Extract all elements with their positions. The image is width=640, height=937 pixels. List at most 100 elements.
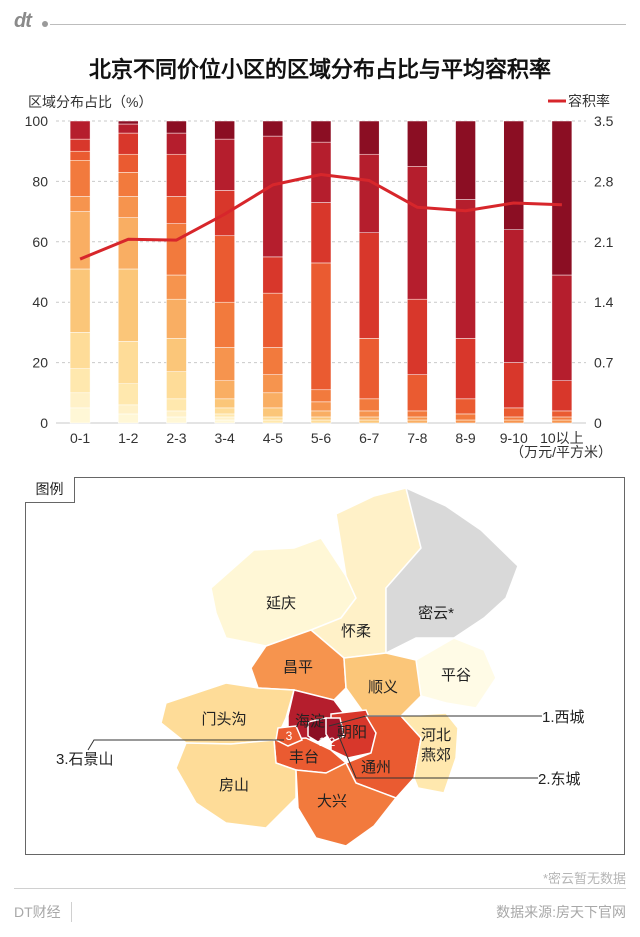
y2-tick-label: 1.4	[594, 294, 614, 310]
bar-segment	[310, 141, 332, 203]
bar-segment	[503, 416, 524, 421]
bar-segment	[358, 410, 380, 418]
bar-segment	[118, 383, 139, 406]
bar-segment	[455, 120, 476, 200]
bar-segment	[214, 398, 235, 409]
legend-tab: 图例	[25, 477, 75, 503]
bar-segment	[358, 120, 380, 155]
bar-segment	[69, 160, 91, 197]
map-frame	[25, 477, 625, 855]
bar-segment	[166, 132, 187, 155]
x-tick-label: 8-9	[455, 430, 475, 446]
bar-segment	[166, 398, 187, 412]
bar-segment	[69, 268, 91, 333]
bar-segment	[118, 413, 139, 424]
bar-segment	[455, 338, 476, 400]
bar-segment	[166, 153, 187, 197]
bar-segment	[214, 416, 235, 421]
bar-segment	[69, 392, 91, 409]
label-fengtai: 丰台	[289, 749, 319, 766]
bar-segment	[310, 389, 332, 403]
bar-segment	[214, 347, 235, 381]
bar-segment	[166, 274, 187, 300]
x-tick-label: 2-3	[166, 430, 186, 446]
y2-tick-label: 0.7	[594, 355, 614, 371]
label-pinggu: 平谷	[441, 667, 471, 684]
bar-segment	[551, 380, 573, 412]
bar-segment	[69, 196, 91, 212]
district-hebei	[399, 712, 459, 794]
bar-segment	[455, 199, 476, 339]
label-huairou: 怀柔	[341, 623, 371, 640]
label-shunyi: 顺义	[368, 679, 398, 696]
brand-name: DT财经	[14, 902, 72, 922]
x-tick-label: 9-10	[500, 430, 528, 446]
label-miyun: 密云*	[418, 605, 454, 622]
data-source: 数据来源:房天下官网	[496, 904, 626, 920]
bar-segment	[310, 120, 332, 143]
district-miyun	[385, 486, 519, 655]
label-mentougou: 门头沟	[201, 711, 246, 728]
bar-segment	[166, 298, 187, 339]
bar-segment	[358, 416, 380, 421]
x-tick-label: 5-6	[311, 430, 331, 446]
bar-segment	[407, 298, 428, 375]
x-tick-label: 1-2	[118, 430, 138, 446]
bar-segment	[358, 338, 380, 400]
bar-segment	[503, 362, 524, 409]
bar-segment	[358, 153, 380, 233]
bar-segment	[69, 138, 91, 152]
bar-segment	[262, 374, 284, 394]
plot-ratio-line	[79, 172, 562, 261]
bar-segment	[69, 332, 91, 369]
bar-segment	[455, 398, 476, 415]
bar-segment	[551, 120, 573, 276]
bar-segment	[551, 410, 573, 418]
legend: 容积率	[548, 93, 610, 109]
label-daxing: 大兴	[317, 793, 347, 810]
bar-segment	[407, 120, 428, 167]
label-tongzhou: 通州	[361, 759, 391, 776]
bar-segment	[69, 407, 91, 424]
bar-segment	[407, 419, 428, 424]
y-axis-label: 区域分布占比（%）	[28, 94, 152, 110]
district-shijingshan	[275, 725, 303, 747]
y2-tick-label: 0	[594, 415, 602, 431]
callout-dongcheng: 2.东城	[538, 771, 581, 788]
bar-segment	[503, 407, 524, 418]
label-yanjiao: 燕郊	[421, 747, 451, 764]
bar-segment	[310, 416, 332, 421]
x-tick-label: 10以上	[540, 430, 584, 446]
bar-segment	[262, 419, 284, 424]
bar-segment	[407, 416, 428, 421]
bar-segment	[214, 413, 235, 418]
callout-shijingshan: 3.石景山	[56, 751, 114, 768]
bar-segment	[69, 120, 91, 140]
bar-segment	[118, 268, 139, 342]
label-fangshan: 房山	[219, 777, 249, 794]
bar-segment	[118, 341, 139, 384]
bar-segment	[166, 410, 187, 418]
bar-segment	[262, 135, 284, 258]
y-tick-label: 0	[40, 415, 48, 431]
bar-segment	[262, 416, 284, 421]
chart-title: 北京不同价位小区的区域分布占比与平均容积率	[88, 57, 551, 82]
y-tick-label: 40	[32, 294, 48, 310]
x-tick-label: 4-5	[263, 430, 283, 446]
label-chaoyang: 朝阳	[337, 724, 367, 741]
bar-segment	[262, 392, 284, 409]
beijing-map: 延庆 怀柔 密云* 平谷 昌平 顺义 门头沟 海淀 朝阳 丰台 通州 房山 大兴…	[56, 486, 585, 847]
district-fangshan	[175, 739, 297, 829]
district-daxing	[295, 761, 398, 847]
x-axis-unit: （万元/平方米）	[510, 444, 612, 460]
bar-segment	[214, 407, 235, 415]
bar-segment	[166, 196, 187, 224]
bar-segment	[166, 223, 187, 276]
top-bar: dt	[0, 0, 640, 46]
decor-dot	[42, 21, 48, 27]
label-hebei: 河北	[421, 727, 451, 744]
bar-segment	[118, 132, 139, 155]
district-dongcheng	[325, 717, 345, 743]
bar-segment	[262, 120, 284, 137]
bar-segment	[503, 229, 524, 363]
